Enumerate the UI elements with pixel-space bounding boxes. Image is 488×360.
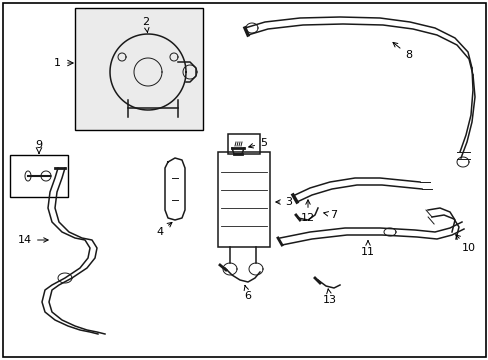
Text: 14: 14 <box>18 235 48 245</box>
Text: 7: 7 <box>323 210 336 220</box>
Text: 9: 9 <box>35 140 42 150</box>
Bar <box>218 152 269 247</box>
Text: 12: 12 <box>300 200 314 223</box>
Text: 8: 8 <box>392 42 411 60</box>
Text: 10: 10 <box>455 235 475 253</box>
Text: 2: 2 <box>142 17 149 33</box>
Text: 5: 5 <box>248 138 266 148</box>
Bar <box>75 8 203 130</box>
Text: 4: 4 <box>156 222 172 237</box>
Text: 6: 6 <box>244 285 251 301</box>
Bar <box>227 134 260 154</box>
Text: 13: 13 <box>323 289 336 305</box>
Bar <box>10 155 68 197</box>
Text: 11: 11 <box>360 241 374 257</box>
Text: 3: 3 <box>275 197 291 207</box>
Text: 1: 1 <box>53 58 61 68</box>
